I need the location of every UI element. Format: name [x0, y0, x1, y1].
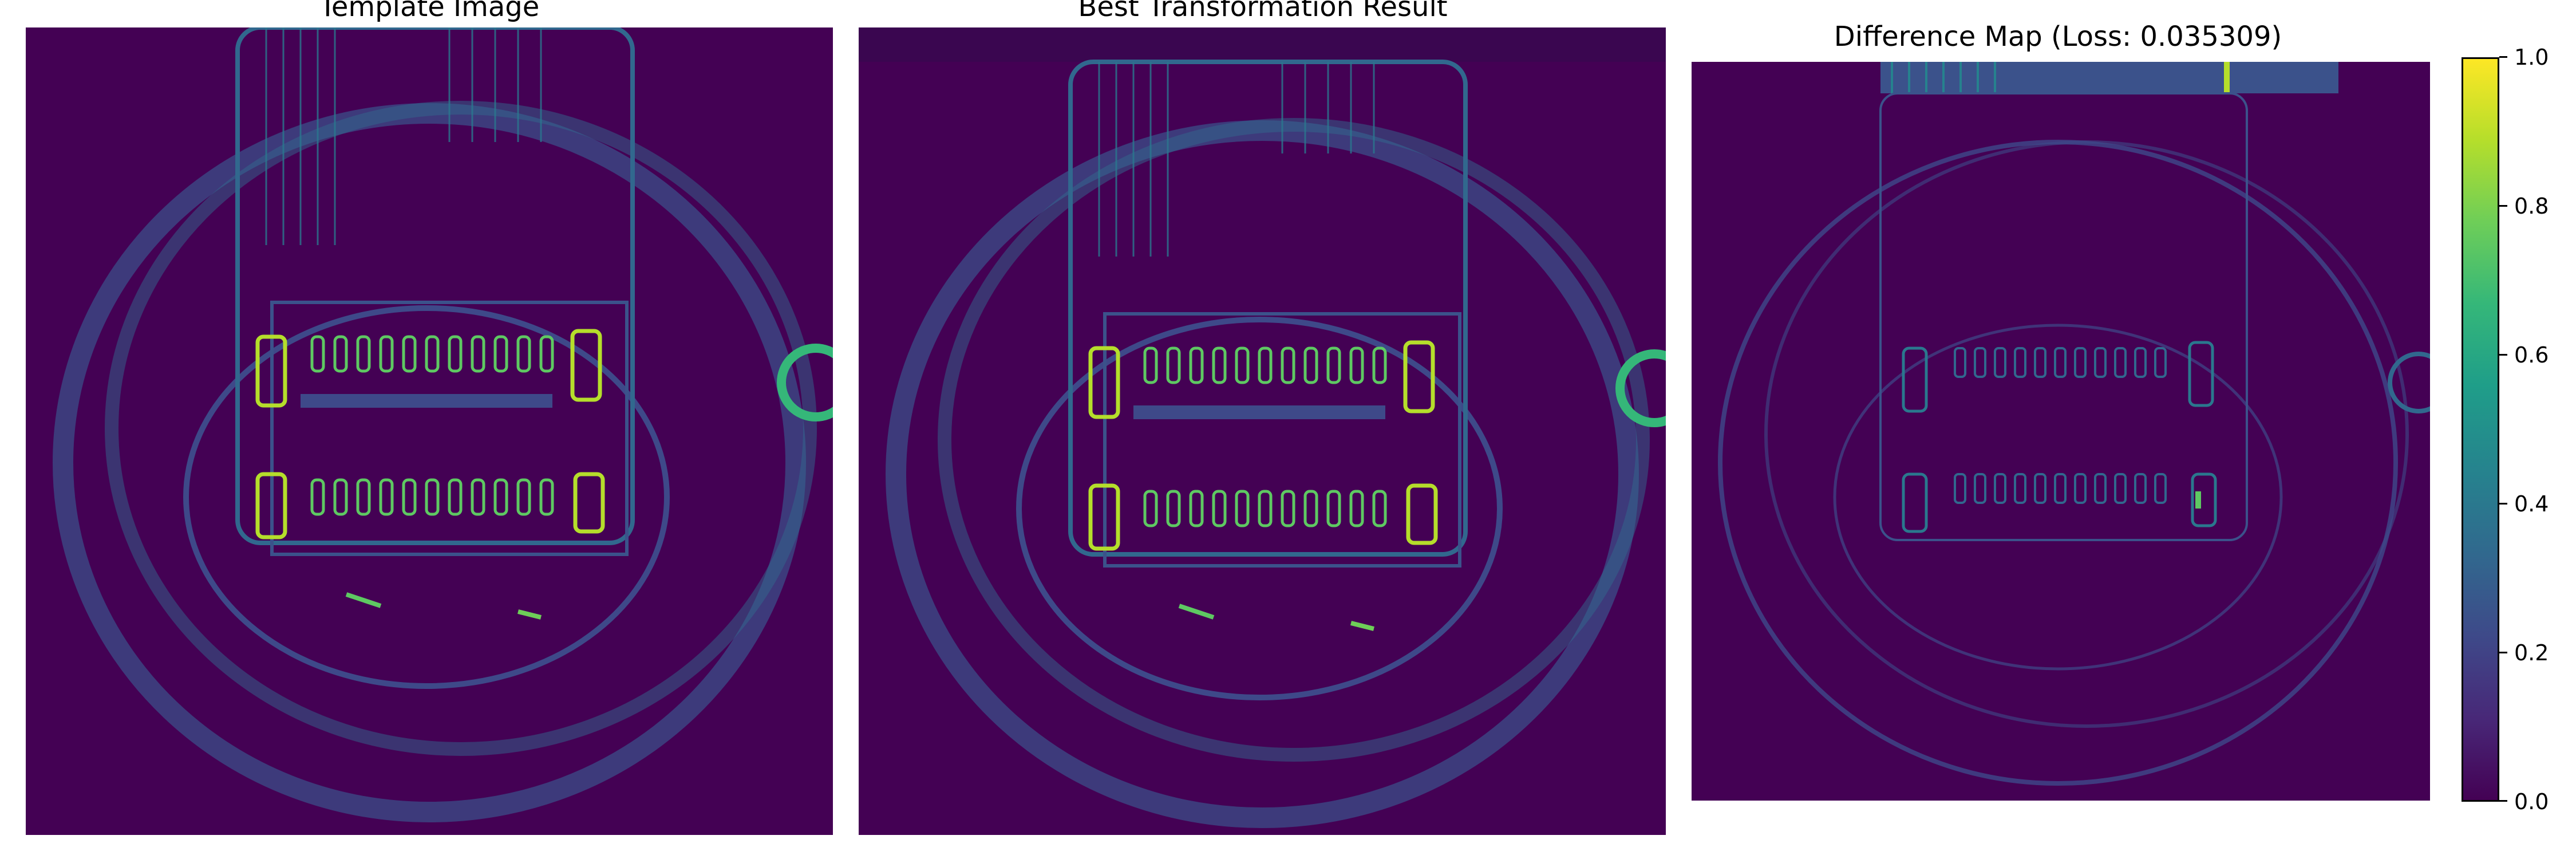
colorbar-tick	[2499, 503, 2507, 505]
colorbar-tick	[2499, 56, 2507, 58]
template-image-title: Template Image	[319, 0, 540, 23]
difference-map-image	[1692, 62, 2430, 801]
colorbar-tick	[2499, 652, 2507, 653]
colorbar-tick-label: 0.2	[2514, 640, 2549, 665]
colorbar-tick	[2499, 354, 2507, 356]
colorbar-tick	[2499, 205, 2507, 207]
best-transformation-image	[859, 27, 1666, 835]
colorbar-tick-label: 0.6	[2514, 342, 2549, 368]
colorbar-tick-label: 1.0	[2514, 45, 2549, 70]
colorbar-tick-label: 0.0	[2514, 789, 2549, 814]
best-transformation-title: Best Transformation Result	[1078, 0, 1448, 23]
colorbar	[2462, 57, 2499, 802]
colorbar-tick	[2499, 800, 2507, 802]
colorbar-tick-label: 0.4	[2514, 491, 2549, 517]
colorbar-tick-label: 0.8	[2514, 194, 2549, 219]
template-image	[26, 27, 833, 835]
difference-map-title: Difference Map (Loss: 0.035309)	[1834, 21, 2282, 53]
